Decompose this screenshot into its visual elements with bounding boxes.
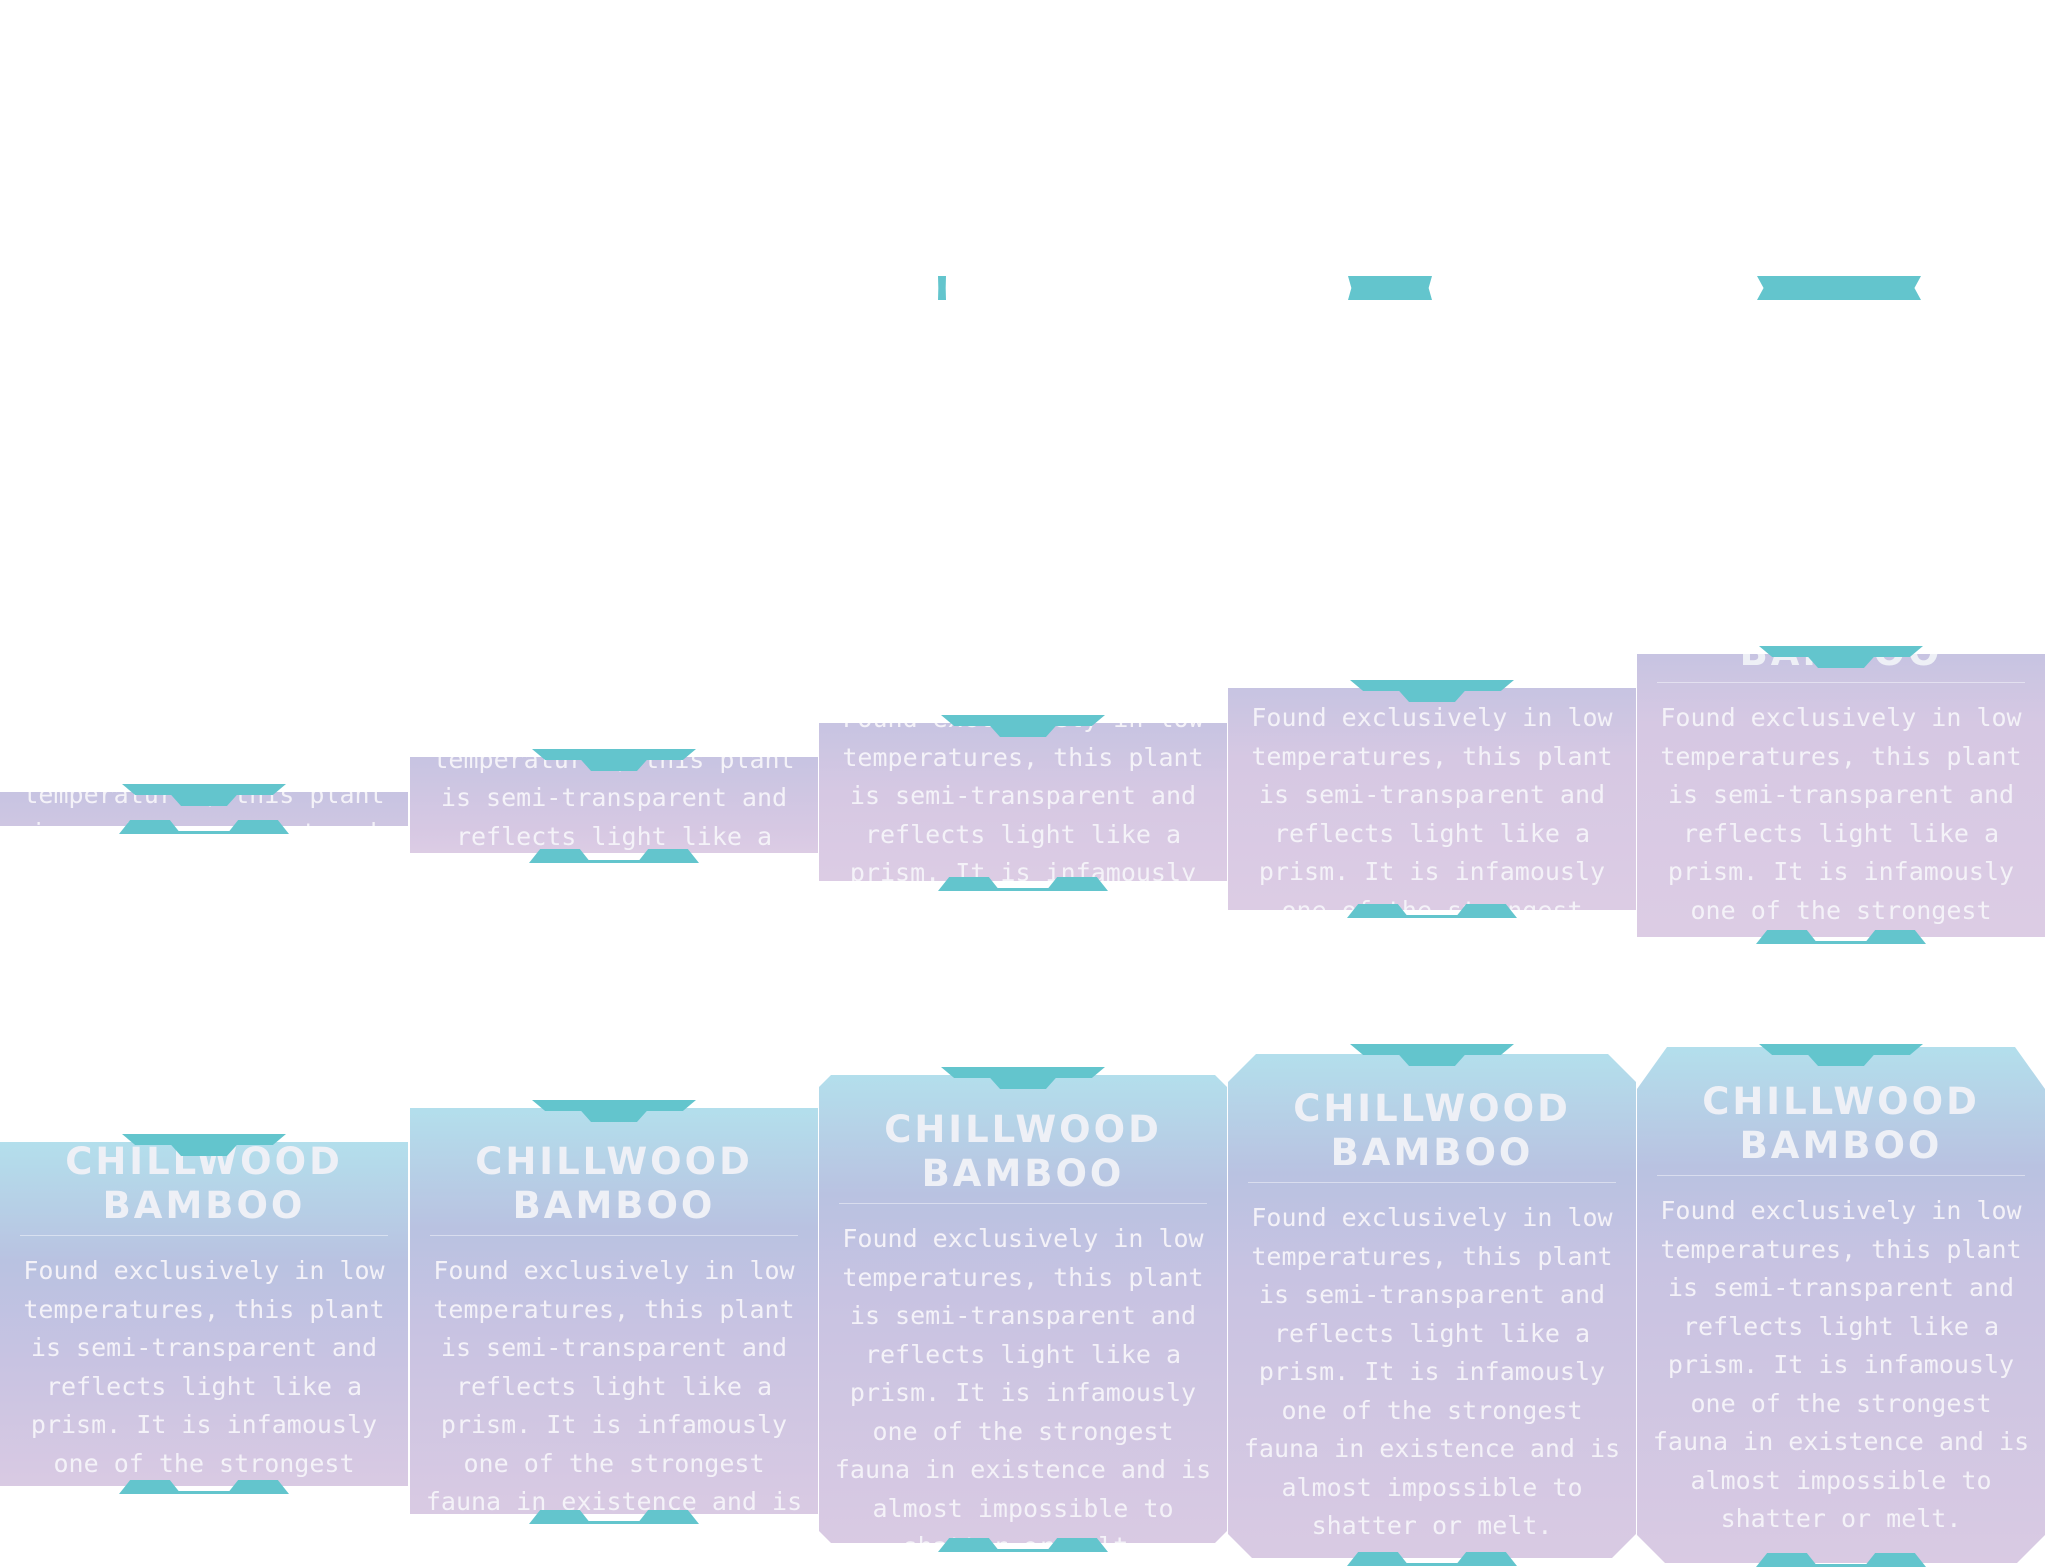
accent-fragment [1757,276,1921,300]
bottom-accent-tabs [1756,930,1926,944]
card-description: Found exclusively in low temperatures, t… [1653,703,2029,937]
bottom-accent-tabs [529,1510,699,1524]
bottom-accent-tabs [1347,904,1517,918]
card-frame-bottom-1: CHILLWOOD BAMBOO Found exclusively in low… [0,1134,408,1494]
card-title-line1: CHILLWOOD [1702,1080,1980,1123]
card-frame-bottom-3: CHILLWOOD BAMBOO Found exclusively in low… [819,1067,1227,1555]
card-title-line2: BAMBOO [1739,1124,1943,1167]
card-description: Found exclusively in low temperatures, t… [1243,1203,1621,1540]
bottom-accent-tabs [938,877,1108,891]
bottom-accent-tabs [119,820,289,834]
card-title-line1: CHILLWOOD [475,1140,753,1183]
card-title-line2: BAMBOO [512,1184,716,1227]
card-description: Found exclusively in low temperatures, t… [425,1256,803,1514]
card-divider [1248,1182,1616,1183]
card-frame-bottom-5: CHILLWOOD BAMBOO Found exclusively in low… [1637,1044,2045,1567]
bottom-accent-tabs [1347,1552,1517,1566]
card-divider [1657,1175,2025,1176]
card-title-line2: BAMBOO [921,1152,1125,1195]
card-title-line2: BAMBOO [102,1184,306,1227]
bottom-accent-tabs [1756,1553,1926,1567]
card-divider [430,1235,798,1236]
card-description: Found exclusively in low temperatures, t… [842,723,1204,881]
card-divider [1657,682,2025,683]
card-title-line1: CHILLWOOD [1293,1087,1571,1130]
card-description: Found exclusively in low temperatures, t… [1251,703,1613,910]
card-description: Found exclusively in low temperatures, t… [834,1224,1212,1523]
card-divider [839,1203,1207,1204]
accent-fragment [1348,276,1432,300]
card-frame-bottom-4: CHILLWOOD BAMBOO Found exclusively in low… [1228,1044,1636,1566]
card-frame-bottom-2: CHILLWOOD BAMBOO Found exclusively in low… [410,1100,818,1528]
card-title-line1: CHILLWOOD [884,1108,1162,1151]
card-description: Found exclusively in low temperatures, t… [433,757,795,851]
card-description: Found exclusively in low temperatures, t… [23,1256,385,1478]
bottom-accent-tabs [119,1480,289,1494]
accent-fragment [938,276,946,300]
bottom-accent-tabs [938,1538,1108,1552]
card-divider [20,1235,388,1236]
card-title-line2: BAMBOO [1330,1131,1534,1174]
card-description: Found exclusively in low temperatures, t… [1652,1196,2030,1533]
bottom-accent-tabs [529,849,699,863]
